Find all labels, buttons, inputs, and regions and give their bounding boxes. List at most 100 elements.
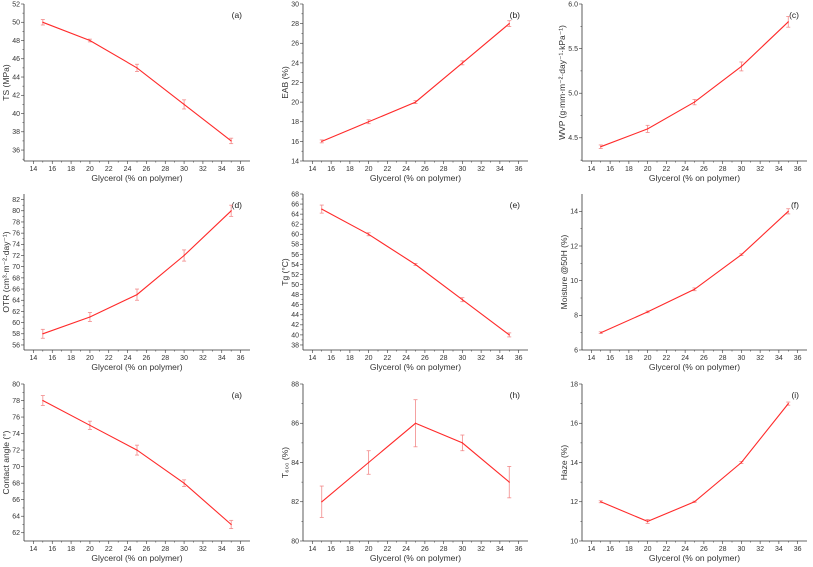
y-axis-label: TS (MPa) [1,64,11,101]
y-tick-label: 80 [12,208,20,215]
y-tick-label: 74 [12,431,20,438]
y-tick-label: 36 [12,147,20,154]
y-tick-label: 88 [291,381,299,388]
panel-e: 14 16 18 20 22 24 26 28 30 32 34 36 38 40 42 44 46 48 50 52… [280,191,528,372]
panel-label: (a) [232,10,243,20]
data-point [42,21,44,23]
data-point [461,62,463,64]
x-tick-label: 26 [143,166,151,173]
panel-label: (i) [791,390,799,400]
x-tick-label: 20 [365,166,373,173]
y-tick-label: 78 [12,219,20,226]
x-tick-label: 36 [237,546,245,553]
x-tick-label: 18 [67,355,75,362]
x-tick-label: 14 [587,546,595,553]
y-tick-label: 86 [291,421,299,428]
y-tick-label: 42 [12,93,20,100]
data-point [740,461,742,464]
y-tick-label: 56 [291,252,299,259]
x-tick-label: 36 [794,546,802,553]
x-tick-label: 14 [308,355,316,362]
x-tick-label: 20 [365,546,373,553]
y-axis-label: OTR (cm³·m⁻²·day⁻¹) [1,231,11,312]
y-tick-label: 80 [291,538,299,545]
x-tick-label: 28 [161,546,169,553]
x-tick-label: 24 [124,166,132,173]
y-tick-label: 58 [291,242,299,249]
y-tick-label: 76 [12,231,20,238]
series-line [321,208,510,336]
data-point [136,294,138,296]
x-tick-label: 14 [308,546,316,553]
data-point [183,254,185,257]
y-tick-label: 76 [12,414,20,421]
x-tick-label: 18 [67,546,75,553]
y-tick-label: 62 [291,222,299,229]
data-point [230,210,232,212]
y-tick-label: 28 [291,21,299,28]
y-axis-label: EAB (%) [280,66,290,99]
x-tick-label: 34 [496,546,504,553]
panel-label: (b) [510,10,521,20]
y-axis-label: WVP (g·mm·m⁻²·day⁻¹·kPa⁻¹) [557,25,567,140]
x-tick-label: 14 [30,355,38,362]
data-point [647,128,649,130]
x-tick-label: 16 [48,546,56,553]
x-tick-label: 34 [496,355,504,362]
y-tick-label: 64 [291,212,299,219]
y-tick-label: 72 [12,253,20,260]
x-tick-label: 32 [756,166,764,173]
y-tick-label: 22 [291,80,299,87]
data-point [461,299,463,301]
y-tick-label: 80 [12,381,20,388]
y-tick-label: 20 [291,100,299,107]
data-point [693,501,696,503]
x-tick-label: 30 [180,166,188,173]
x-tick-label: 34 [218,546,226,553]
x-tick-label: 24 [681,546,689,553]
y-tick-label: 60 [291,232,299,239]
y-tick-label: 40 [291,332,299,339]
x-tick-label: 18 [625,546,633,553]
y-tick-label: 24 [291,60,299,67]
data-point [787,403,789,405]
y-tick-label: 48 [291,292,299,299]
data-point [647,520,649,522]
data-point [600,146,602,148]
y-tick-label: 66 [12,497,20,504]
x-tick-label: 20 [644,355,652,362]
panel-label: (h) [510,390,521,400]
y-axis-label: Tg (°C) [280,258,290,286]
x-tick-label: 20 [86,355,94,362]
data-point [89,316,91,318]
x-axis-label: Glycerol (% on polymer) [91,173,182,183]
x-tick-label: 30 [737,355,745,362]
series-line [600,403,789,522]
y-tick-label: 64 [12,298,20,305]
y-tick-label: 38 [291,342,299,349]
y-tick-label: 14 [570,209,578,216]
x-tick-label: 26 [421,355,429,362]
x-tick-label: 24 [681,355,689,362]
data-point [230,140,232,142]
x-axis-label: Glycerol (% on polymer) [370,362,461,372]
y-tick-label: 46 [291,302,299,309]
x-tick-label: 30 [458,166,466,173]
data-point [647,311,649,313]
x-axis-label: Glycerol (% on polymer) [649,362,740,372]
x-tick-label: 28 [161,355,169,362]
y-tick-label: 42 [291,322,299,329]
panel-g: 14 16 18 20 22 24 26 28 30 32 34 36 62 64 66 68 70 72 74 76… [1,381,250,563]
data-point [461,442,463,444]
x-tick-label: 20 [86,546,94,553]
y-tick-label: 5.5 [568,46,578,53]
x-tick-label: 32 [199,546,207,553]
data-point [508,481,510,483]
data-point [321,208,323,210]
x-axis-label: Glycerol (% on polymer) [91,362,182,372]
x-tick-label: 24 [402,546,410,553]
data-point [183,103,185,106]
x-tick-label: 36 [237,166,245,173]
x-tick-label: 14 [587,166,595,173]
